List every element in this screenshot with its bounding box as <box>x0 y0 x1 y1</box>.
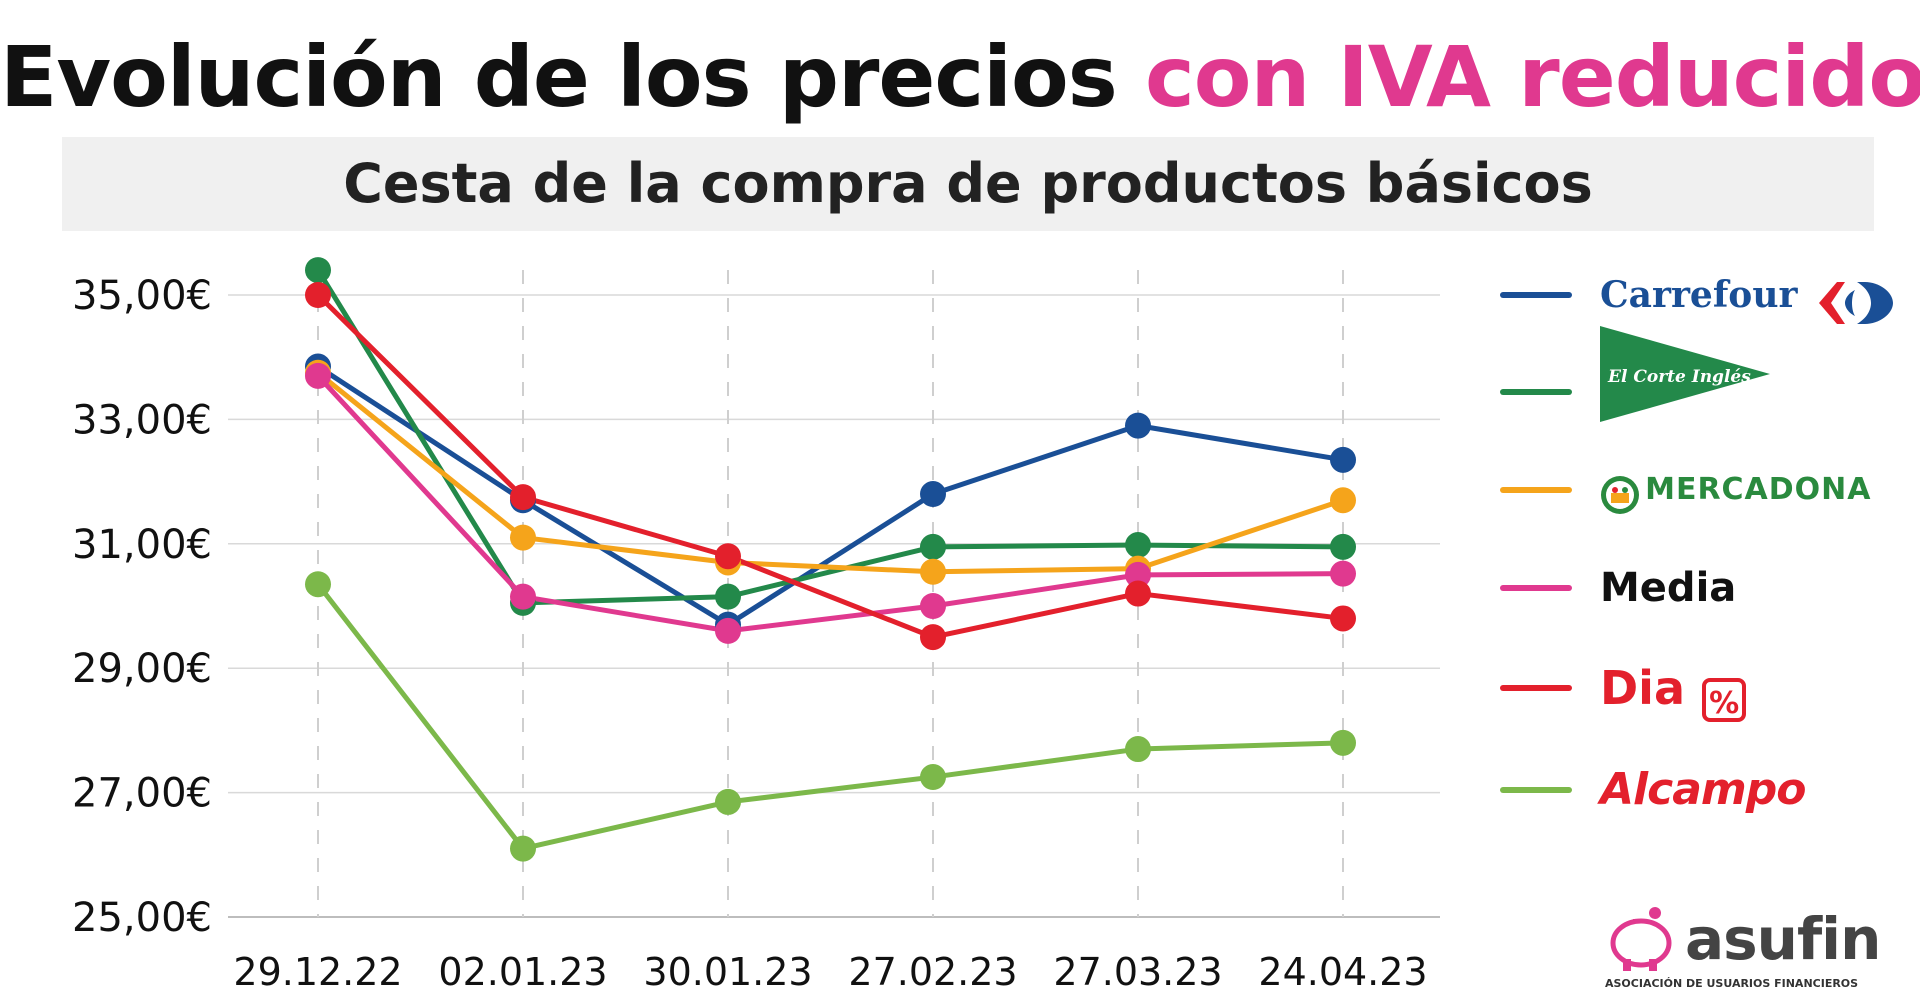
legend-item-media: Media <box>1500 558 1900 618</box>
legend-label-media: Media <box>1600 565 1737 611</box>
series-line-alcampo <box>315 581 1346 852</box>
legend-label-alcampo: Alcampo <box>1600 764 1806 815</box>
legend-line-elcorteingles <box>1500 389 1572 395</box>
legend-item-dia: Dia % <box>1500 658 1900 722</box>
series-line-elcorteingles <box>315 267 1346 606</box>
data-point-dia <box>1330 605 1356 632</box>
x-tick-label: 30.01.23 <box>643 950 812 994</box>
data-point-media <box>305 362 331 389</box>
legend-logo-alcampo: Alcampo <box>1600 760 1806 820</box>
piggy-bank-icon <box>1610 907 1672 971</box>
x-tick-label: 02.01.23 <box>438 950 607 994</box>
legend-line-alcampo <box>1500 787 1572 793</box>
series-layer <box>305 257 1356 862</box>
data-point-dia <box>510 484 536 511</box>
data-point-elcorteingles <box>920 533 946 560</box>
legend-item-elcorteingles: El Corte Inglés <box>1500 326 1900 422</box>
chart-subtitle: Cesta de la compra de productos básicos <box>343 152 1593 215</box>
legend-line-mercadona <box>1500 487 1572 493</box>
grid-layer <box>228 270 1440 918</box>
data-point-alcampo <box>1125 736 1151 763</box>
legend-line-dia <box>1500 685 1572 691</box>
y-tick-label: 35,00€ <box>72 273 212 319</box>
x-tick-label: 24.04.23 <box>1258 950 1427 994</box>
data-point-dia <box>920 624 946 651</box>
chart-title: Evolución de los precios con IVA reducid… <box>0 28 1920 126</box>
data-point-elcorteingles <box>1125 532 1151 559</box>
data-point-mercadona <box>1330 487 1356 514</box>
legend-line-media <box>1500 585 1572 591</box>
x-tick-label: 27.02.23 <box>848 950 1017 994</box>
data-point-elcorteingles <box>1330 533 1356 560</box>
y-tick-label: 31,00€ <box>72 522 212 568</box>
legend-item-alcampo: Alcampo <box>1500 760 1900 820</box>
data-point-alcampo <box>715 788 741 815</box>
chart-subtitle-band: Cesta de la compra de productos básicos <box>62 137 1874 231</box>
data-point-carrefour <box>920 481 946 508</box>
legend-logo-elcorteingles: El Corte Inglés <box>1600 326 1770 456</box>
data-point-media <box>715 617 741 644</box>
data-point-elcorteingles <box>305 257 331 284</box>
data-point-dia <box>715 543 741 570</box>
y-tick-label: 25,00€ <box>72 895 212 941</box>
asufin-wordmark: asufin <box>1685 905 1881 973</box>
legend-item-mercadona: MERCADONA <box>1500 460 1900 520</box>
carrefour-logo-icon <box>1818 281 1893 324</box>
series-line-media <box>315 373 1346 634</box>
data-point-media <box>510 583 536 610</box>
legend-label-dia: Dia <box>1600 661 1685 715</box>
data-point-media <box>920 593 946 619</box>
dia-percent-icon: % <box>1702 677 1747 722</box>
data-point-alcampo <box>920 764 946 791</box>
elcorteingles-logo-icon: El Corte Inglés <box>1600 326 1770 422</box>
y-tick-label: 27,00€ <box>72 771 212 817</box>
legend-logo-media: Media <box>1600 558 1736 618</box>
title-highlight: con IVA reducido <box>1144 28 1920 126</box>
asufin-tagline: ASOCIACIÓN DE USUARIOS FINANCIEROS <box>1605 977 1859 990</box>
data-point-carrefour <box>1330 446 1356 473</box>
data-point-dia <box>1125 580 1151 607</box>
data-point-dia <box>305 282 331 308</box>
data-point-mercadona <box>920 558 946 585</box>
legend-logo-dia: Dia % <box>1600 658 1747 722</box>
axis-layer: 25,00€ 27,00€ 29,00€ 31,00€ 33,00€ 35,00€ 29.1… <box>72 273 1428 994</box>
data-point-alcampo <box>510 835 536 862</box>
legend-item-carrefour: Carrefour <box>1500 265 1900 325</box>
series-line-dia <box>315 292 1346 640</box>
legend-label-elcorteingles: El Corte Inglés <box>1607 367 1751 387</box>
data-point-media <box>1330 560 1356 587</box>
legend-logo-carrefour: Carrefour <box>1600 265 1897 325</box>
data-point-alcampo <box>1330 729 1356 756</box>
series-line-mercadona <box>315 370 1346 575</box>
asufin-logo: asufin ASOCIACIÓN DE USUARIOS FINANCIERO… <box>1605 905 1881 995</box>
data-point-mercadona <box>510 524 536 551</box>
y-tick-label: 29,00€ <box>72 646 212 692</box>
data-point-media <box>1125 561 1151 588</box>
x-tick-label: 27.03.23 <box>1053 950 1222 994</box>
series-line-carrefour <box>315 364 1346 628</box>
mercadona-logo-icon <box>1601 475 1639 514</box>
data-point-carrefour <box>1125 412 1151 439</box>
legend: Carrefour El Corte Inglés <box>1500 0 1900 880</box>
data-point-alcampo <box>305 571 331 598</box>
legend-line-carrefour <box>1500 292 1572 298</box>
x-tick-label: 29.12.22 <box>233 950 402 994</box>
legend-label-mercadona: MERCADONA <box>1645 472 1872 507</box>
data-point-elcorteingles <box>715 583 741 610</box>
title-main: Evolución de los precios <box>0 28 1118 126</box>
y-tick-label: 33,00€ <box>72 397 212 443</box>
legend-label-carrefour: Carrefour <box>1600 274 1798 316</box>
legend-logo-mercadona: MERCADONA <box>1600 460 1872 520</box>
